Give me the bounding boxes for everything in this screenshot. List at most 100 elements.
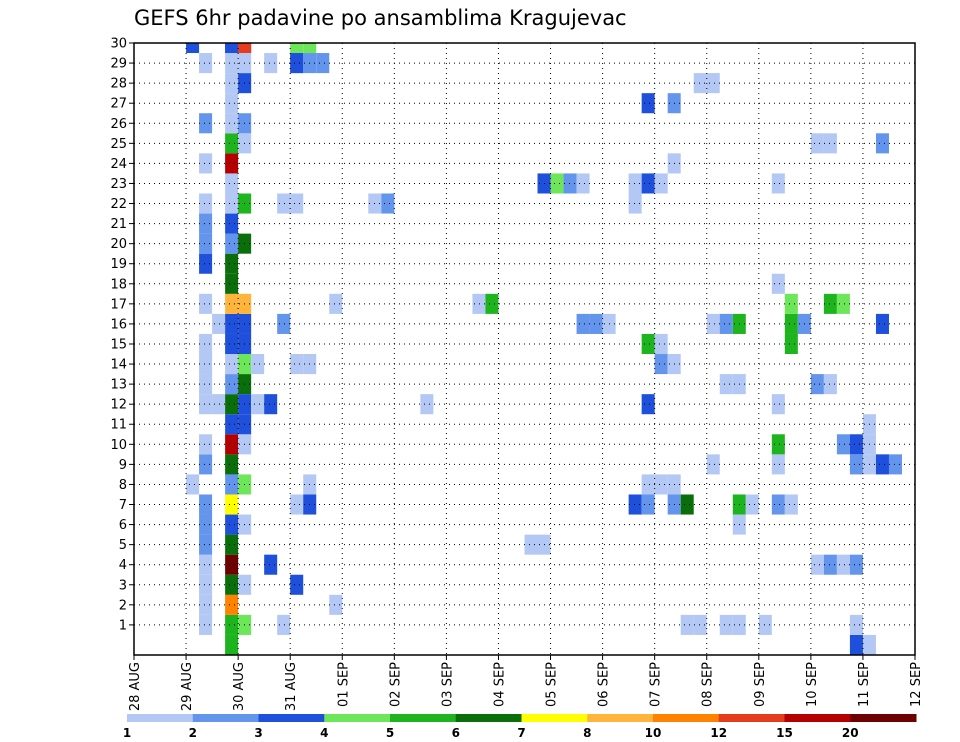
heatmap-cell [225,474,239,495]
heatmap-cell [225,374,239,395]
heatmap-cell [771,434,785,455]
heatmap-cell [225,293,239,314]
heatmap-cell [771,394,785,415]
heatmap-cell [264,554,278,575]
x-tick-label: 07 SEP [649,662,664,707]
heatmap-cell [225,113,239,134]
heatmap-cell [563,173,577,194]
legend-swatch [192,714,259,722]
heatmap-cell [277,313,291,334]
heatmap-cell [225,634,239,655]
x-tick-label: 03 SEP [440,662,455,707]
x-tick-label: 31 AUG [284,662,299,711]
heatmap-cell [641,333,655,355]
heatmap-cell [225,193,239,214]
y-tick-label: 23 [110,177,127,192]
y-tick-label: 18 [110,277,127,292]
heatmap-cell [758,614,772,635]
heatmap-cell [251,394,265,415]
heatmap-cell [264,394,278,415]
heatmap-cell [810,554,824,575]
legend-label: 12 [710,726,727,740]
y-tick-label: 17 [110,297,127,312]
heatmap-cell [225,313,239,334]
heatmap-cell [290,494,304,515]
heatmap-cell [381,193,395,214]
y-tick-label: 20 [110,237,127,252]
heatmap-cell [862,634,876,655]
heatmap-cell [784,333,798,355]
heatmap-cell [225,494,239,515]
heatmap-cell [199,53,213,74]
heatmap-cell [225,43,239,54]
heatmap-cell [199,434,213,455]
heatmap-cell [238,43,252,54]
x-tick-label: 11 SEP [857,662,872,707]
x-tick-label: 08 SEP [701,662,716,707]
y-tick-label: 3 [119,578,127,593]
heatmap-cell [225,354,239,375]
legend-label: 15 [776,726,793,740]
heatmap-cell [199,514,213,535]
x-tick-label: 12 SEP [909,662,924,707]
heatmap-cell [225,173,239,194]
legend-label: 3 [254,726,262,740]
heatmap-cell [225,213,239,234]
heatmap-cell [706,73,720,94]
heatmap-cell [225,594,239,615]
heatmap-cell [199,333,213,355]
heatmap-cell [849,614,863,635]
heatmap-cell [225,454,239,475]
heatmap-cell [628,494,642,515]
x-tick-label: 09 SEP [753,662,768,707]
legend-swatch [587,714,654,722]
y-tick-label: 12 [110,398,127,413]
heatmap-cell [316,53,330,74]
heatmap-cell [472,293,486,314]
heatmap-cell [199,253,213,274]
y-tick-label: 9 [119,458,127,473]
heatmap-cell [225,333,239,355]
legend-label: 5 [386,726,394,740]
heatmap-cell [199,193,213,214]
heatmap-cell [225,233,239,254]
heatmap-cell [212,394,226,415]
heatmap-cell [550,173,564,194]
x-tick-label: 04 SEP [493,662,508,707]
heatmap-cell [888,454,902,475]
heatmap-cell [199,374,213,395]
legend-swatch [127,714,194,722]
y-tick-label: 26 [110,117,127,132]
heatmap-cell [225,574,239,595]
y-tick-label: 11 [110,418,127,433]
heatmap-cell [329,594,343,615]
x-tick-label: 29 AUG [180,662,195,711]
heatmap-cell [693,614,707,635]
heatmap-cell [745,494,759,515]
legend-swatch [324,714,391,722]
legend-label: 2 [189,726,197,740]
heatmap-cell [199,213,213,234]
heatmap-cell [277,193,291,214]
heatmap-cell [199,554,213,575]
heatmap-cell [225,53,239,74]
heatmap-cell [225,554,239,575]
heatmap-cell [290,354,304,375]
heatmap-cell [485,293,499,314]
heatmap-cell [719,614,733,635]
heatmap-cell [641,494,655,515]
heatmap-cell [823,133,837,154]
legend-label: 7 [517,726,525,740]
heatmap-cell [225,153,239,174]
legend-label: 4 [320,726,328,740]
y-tick-label: 27 [110,97,127,112]
heatmap-cell [706,313,720,334]
chart-title: GEFS 6hr padavine po ansamblima Kragujev… [134,6,627,30]
heatmap-cell [290,53,304,74]
heatmap-cell [771,454,785,475]
grid-lines [134,42,915,655]
heatmap-cell [836,434,850,455]
heatmap-cell [212,313,226,334]
legend-swatch [850,714,917,722]
x-tick-label: 28 AUG [128,662,143,711]
